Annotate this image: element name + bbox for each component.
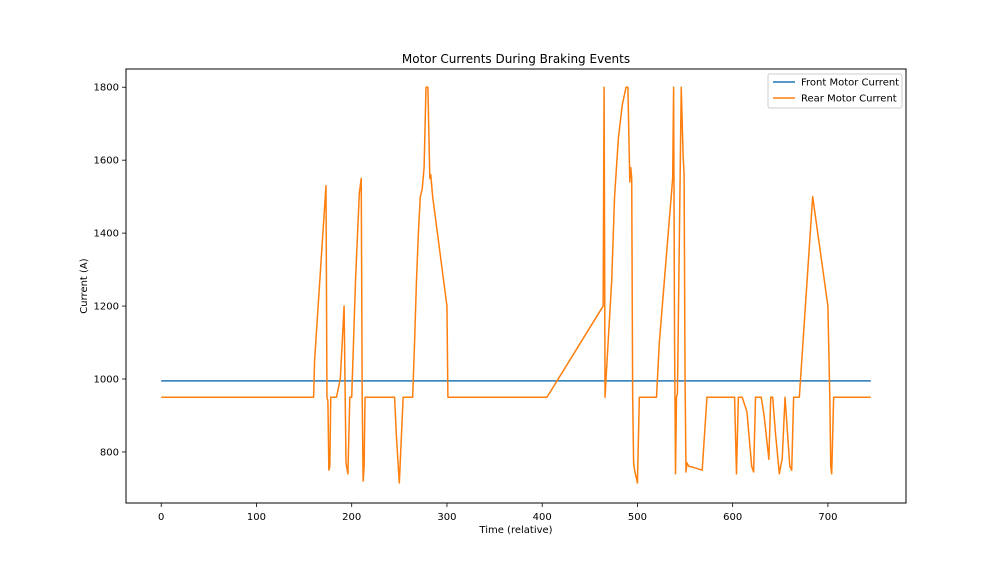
x-tick-label: 0 (158, 512, 164, 523)
x-tick-label: 200 (342, 512, 361, 523)
legend: Front Motor Current Rear Motor Current (767, 73, 903, 109)
plot-area (161, 86, 871, 484)
y-axis: 800 1000 1200 1400 1600 1800 (94, 83, 126, 458)
x-tick-label: 700 (818, 512, 837, 523)
y-axis-label: Current (A) (79, 258, 90, 313)
legend-box (767, 73, 903, 109)
y-tick-label: 1000 (94, 375, 119, 386)
plot-frame (125, 68, 907, 504)
y-tick-label: 1800 (94, 83, 119, 94)
x-tick-label: 100 (247, 512, 266, 523)
x-tick-label: 600 (723, 512, 742, 523)
y-tick-label: 1600 (94, 156, 119, 167)
series-line-rear-motor-current (161, 86, 871, 484)
y-tick-label: 1400 (94, 229, 119, 240)
x-tick-label: 300 (437, 512, 456, 523)
y-tick-label: 800 (100, 447, 119, 458)
y-tick-label: 1200 (94, 302, 119, 313)
legend-label: Front Motor Current (801, 78, 899, 89)
x-axis-label: Time (relative) (478, 525, 552, 536)
x-axis: 0 100 200 300 400 500 600 700 (158, 503, 837, 523)
x-tick-label: 400 (533, 512, 552, 523)
chart-title: Motor Currents During Braking Events (402, 52, 630, 66)
x-tick-label: 500 (628, 512, 647, 523)
legend-label: Rear Motor Current (801, 94, 897, 105)
